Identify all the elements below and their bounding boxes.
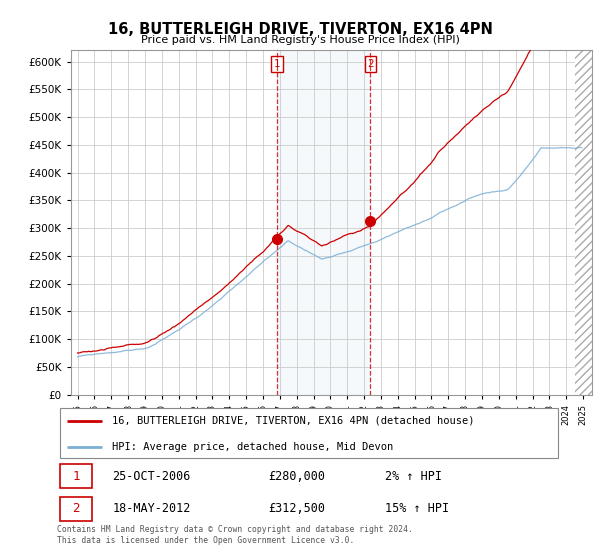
Text: HPI: Average price, detached house, Mid Devon: HPI: Average price, detached house, Mid … [112, 442, 394, 451]
Text: 1: 1 [274, 59, 280, 69]
FancyBboxPatch shape [59, 497, 92, 521]
Text: Contains HM Land Registry data © Crown copyright and database right 2024.
This d: Contains HM Land Registry data © Crown c… [57, 525, 413, 545]
Text: 1: 1 [72, 469, 80, 483]
Text: 2: 2 [367, 59, 374, 69]
Text: 16, BUTTERLEIGH DRIVE, TIVERTON, EX16 4PN (detached house): 16, BUTTERLEIGH DRIVE, TIVERTON, EX16 4P… [112, 416, 475, 426]
Text: 25-OCT-2006: 25-OCT-2006 [112, 469, 191, 483]
Text: Price paid vs. HM Land Registry's House Price Index (HPI): Price paid vs. HM Land Registry's House … [140, 35, 460, 45]
Text: £280,000: £280,000 [269, 469, 326, 483]
Text: 2: 2 [72, 502, 80, 516]
Bar [575, 50, 592, 395]
Text: 16, BUTTERLEIGH DRIVE, TIVERTON, EX16 4PN: 16, BUTTERLEIGH DRIVE, TIVERTON, EX16 4P… [107, 22, 493, 38]
Text: 15% ↑ HPI: 15% ↑ HPI [385, 502, 449, 516]
Bar [277, 50, 370, 395]
FancyBboxPatch shape [59, 408, 559, 458]
Text: 2% ↑ HPI: 2% ↑ HPI [385, 469, 442, 483]
Text: £312,500: £312,500 [269, 502, 326, 516]
FancyBboxPatch shape [59, 464, 92, 488]
Text: 18-MAY-2012: 18-MAY-2012 [112, 502, 191, 516]
